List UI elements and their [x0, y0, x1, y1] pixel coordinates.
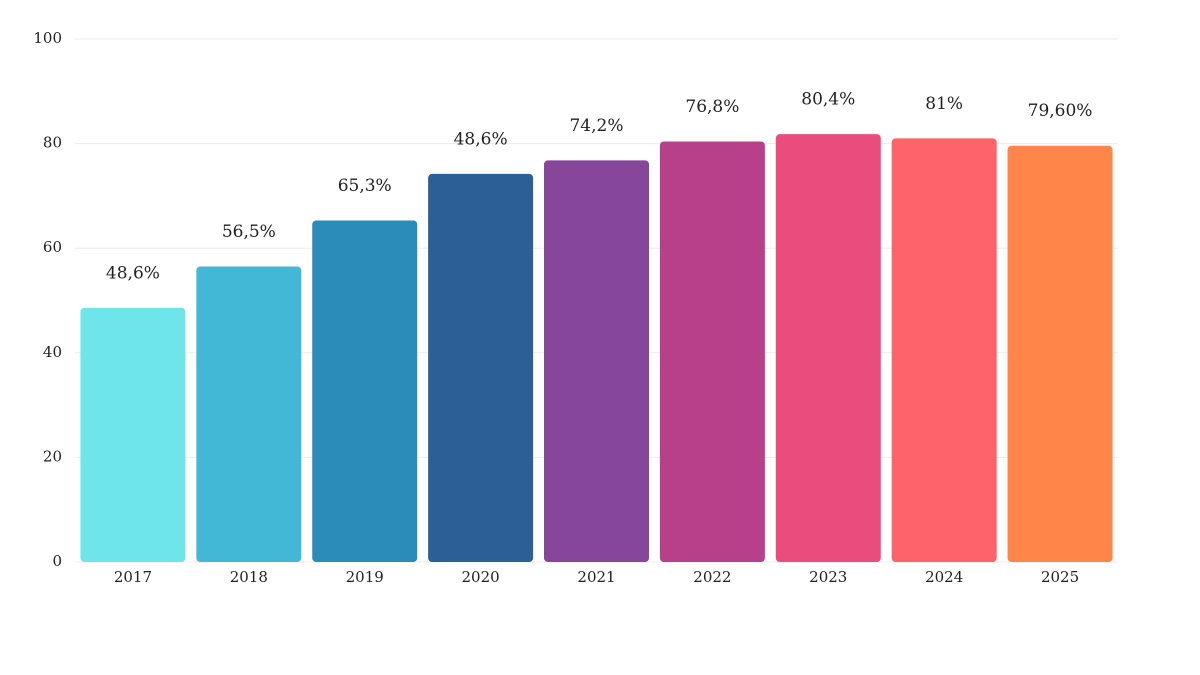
- annotation: 79,60%: [1028, 101, 1093, 121]
- x-tick-label: 2018: [230, 568, 268, 586]
- x-tick-label: 2023: [809, 568, 847, 586]
- x-tick-label: 2021: [577, 568, 615, 586]
- bar: [544, 160, 649, 562]
- y-tick-label: 20: [43, 447, 62, 465]
- bar: [891, 138, 997, 562]
- annotation: 76,8%: [685, 97, 739, 117]
- annotation: 48,6%: [106, 263, 160, 283]
- bar: [196, 266, 302, 562]
- y-tick-label: 60: [43, 238, 62, 256]
- y-tick-label: 100: [33, 29, 62, 47]
- annotation: 80,4%: [801, 90, 855, 110]
- y-tick-label: 80: [43, 134, 62, 152]
- y-tick-label: 40: [43, 343, 62, 361]
- annotation: 48,6%: [454, 129, 508, 149]
- bar: [659, 141, 765, 562]
- annotation: 56,5%: [222, 222, 276, 242]
- annotation: 74,2%: [569, 116, 623, 136]
- x-tick-label: 2025: [1041, 568, 1079, 586]
- x-tick-label: 2019: [346, 568, 384, 586]
- bar: [80, 307, 186, 562]
- annotation: 81%: [925, 94, 963, 114]
- annotation: 65,3%: [338, 176, 392, 196]
- bar: [775, 134, 881, 562]
- x-tick-label: 2024: [925, 568, 963, 586]
- bar: [312, 220, 418, 562]
- x-tick-label: 2020: [462, 568, 500, 586]
- x-tick-label: 2022: [693, 568, 731, 586]
- y-tick-label: 0: [52, 552, 62, 570]
- bar: [428, 173, 534, 562]
- x-tick-label: 2017: [114, 568, 152, 586]
- bar: [1007, 145, 1113, 562]
